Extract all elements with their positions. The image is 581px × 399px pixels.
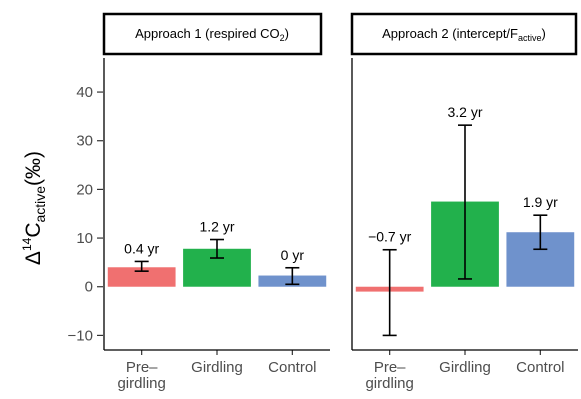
strip-label-1: Approach 1 (respired CO2) xyxy=(135,26,289,43)
y-tick-label: 0 xyxy=(85,279,93,296)
data-label: 1.2 yr xyxy=(199,219,234,235)
y-axis-title-sup: 14 xyxy=(20,237,34,251)
x-tick-label: Pre– girdling xyxy=(365,359,413,392)
x-tick-label: Control xyxy=(516,359,564,376)
data-label: 0 yr xyxy=(281,247,305,263)
y-tick-label: 40 xyxy=(76,84,93,101)
strip-box-1 xyxy=(102,12,323,56)
data-label: −0.7 yr xyxy=(368,229,412,245)
x-tick-label: Control xyxy=(268,359,316,376)
x-tick-label: Girdling xyxy=(439,359,491,376)
y-axis-title-sub: active xyxy=(32,186,48,223)
data-label: 1.9 yr xyxy=(523,194,558,210)
y-axis: −10 0 10 20 30 40 xyxy=(68,84,103,344)
x-tick-label: Girdling xyxy=(191,359,243,376)
panel-approach-1: 0.4 yr Pre– girdling 1.2 yr Girdling 0 yr Cont… xyxy=(103,58,330,392)
strip-box-2 xyxy=(350,12,578,56)
x-tick-label: Pre– girdling xyxy=(117,359,165,392)
data-label: 0.4 yr xyxy=(124,240,159,256)
y-axis-title-unit: (‰) xyxy=(22,151,45,186)
y-tick-label: 30 xyxy=(76,133,93,150)
bar xyxy=(107,267,176,287)
y-axis-title-delta: Δ xyxy=(22,251,45,265)
panel-approach-2: −0.7 yr Pre– girdling 3.2 yr Girdling 1.9 yr C… xyxy=(351,58,578,392)
y-tick-label: 10 xyxy=(76,230,93,247)
y-axis-title-main: C xyxy=(22,223,45,238)
facet-strip-approach-1: Approach 1 (respired CO2) xyxy=(102,12,323,56)
y-tick-label: −10 xyxy=(68,327,93,344)
facet-strip-approach-2: Approach 2 (intercept/Factive) xyxy=(350,12,578,56)
y-axis-title: Δ14Cactive(‰) xyxy=(20,151,48,265)
data-label: 3.2 yr xyxy=(447,104,482,120)
y-tick-label: 20 xyxy=(76,181,93,198)
strip-label-2: Approach 2 (intercept/Factive) xyxy=(382,26,546,43)
